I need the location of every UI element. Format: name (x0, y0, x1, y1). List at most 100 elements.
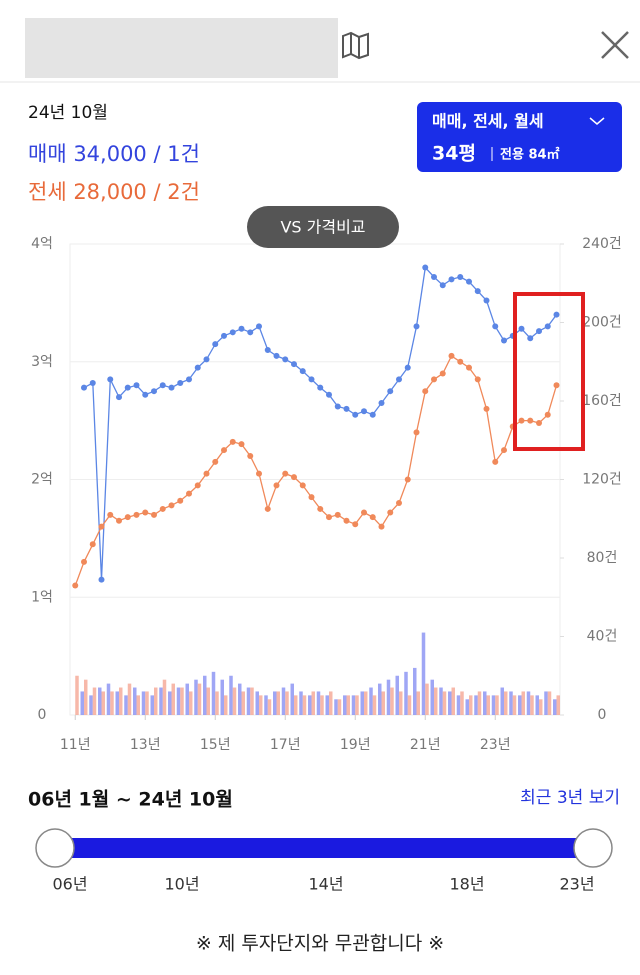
price-dot (81, 384, 87, 391)
price-dot (378, 523, 385, 530)
volume-bar (124, 695, 128, 715)
volume-bar (250, 687, 254, 715)
close-button[interactable] (601, 31, 629, 59)
volume-bar (395, 675, 399, 715)
volume-bar (360, 691, 364, 715)
price-dot (492, 323, 499, 330)
price-dot (89, 541, 96, 548)
price-dot (177, 379, 184, 386)
volume-bar (189, 691, 193, 715)
y2-tick-label: 160건 (582, 393, 622, 409)
volume-bar (337, 699, 342, 715)
slider-handle[interactable] (573, 828, 613, 868)
volume-bar (369, 687, 373, 715)
price-dot (518, 417, 525, 424)
price-dot (317, 505, 324, 512)
price-dot (221, 447, 227, 454)
price-dot (343, 405, 350, 412)
price-dot (186, 376, 192, 383)
volume-bar (285, 691, 289, 715)
x-tick-label: 19년 (340, 737, 371, 753)
volume-bar (154, 687, 158, 715)
volume-bar (133, 687, 137, 715)
volume-bar (518, 695, 522, 715)
price-dot (212, 458, 219, 465)
chevron (589, 117, 605, 125)
price-dot (439, 370, 446, 377)
volume-bar (194, 679, 198, 715)
y2-tick-label: 40건 (587, 629, 618, 645)
price-dot (238, 325, 245, 332)
price-dot (343, 517, 350, 524)
volume-bar (290, 683, 294, 715)
volume-bar (351, 695, 356, 715)
y2-tick-label: 80건 (587, 550, 618, 566)
map-icon[interactable] (342, 31, 369, 60)
price-dot (483, 405, 490, 412)
price-dot (404, 476, 411, 483)
volume-bar (127, 683, 132, 715)
dropdown-bg (417, 102, 622, 172)
volume-bar (206, 687, 210, 715)
price-dot (334, 511, 341, 518)
price-dot (544, 411, 551, 418)
price-dot (326, 514, 332, 521)
price-dot (177, 497, 184, 504)
price-dot (212, 341, 219, 348)
price-dot (361, 509, 367, 516)
volume-bar (434, 687, 438, 715)
price-dot (107, 376, 114, 383)
recent-link[interactable]: 최근 3년 보기 (520, 788, 620, 808)
price-dot (72, 582, 79, 589)
volume-bar (141, 691, 146, 715)
volume-bar (535, 695, 539, 715)
volume-bar (390, 687, 394, 715)
compare-label: VS 가격비교 (280, 218, 365, 237)
volume-bar (308, 695, 312, 715)
price-dot (317, 384, 324, 391)
filter-dropdown[interactable]: 매매, 전세, 월세 34평 전용 84㎡ (417, 102, 622, 172)
volume-bar (381, 691, 385, 715)
volume-bar (530, 695, 534, 715)
price-dot (159, 382, 166, 389)
price-dot (116, 394, 122, 401)
price-dot (151, 511, 157, 518)
price-dot (326, 391, 332, 398)
volume-bar (84, 679, 88, 715)
volume-bar (483, 691, 487, 715)
volume-bar (407, 695, 412, 715)
volume-bar (329, 691, 333, 715)
price-dot (518, 325, 525, 332)
price-dot (422, 388, 429, 395)
volume-bar (115, 691, 119, 715)
volume-bar (491, 695, 496, 715)
volume-bar (302, 695, 307, 715)
compare-button[interactable]: VS 가격비교 (247, 206, 399, 248)
volume-bar (442, 691, 447, 715)
volume-bar (159, 687, 163, 715)
volume-bar (504, 691, 508, 715)
volume-bar (294, 695, 298, 715)
price-dot (116, 517, 122, 524)
volume-bar (509, 691, 513, 715)
y2-tick-label: 120건 (582, 472, 622, 488)
volume-bar (404, 671, 408, 715)
slider-handle[interactable] (35, 828, 75, 868)
dropdown-size: 34평 (432, 143, 476, 165)
price-dot (273, 482, 280, 489)
price-dot (396, 500, 402, 507)
y2-tick-label: 0 (598, 707, 607, 723)
volume-bar (162, 679, 167, 715)
slider-label: 18년 (449, 875, 484, 894)
volume-bar (355, 695, 359, 715)
volume-bar (316, 691, 321, 715)
price-dot (501, 337, 507, 344)
price-dot (264, 505, 271, 512)
y2-tick-label: 200건 (582, 315, 622, 331)
price-dot (448, 352, 455, 359)
price-dot (527, 417, 534, 424)
price-dot (387, 388, 394, 395)
price-line (83, 266, 558, 580)
volume-bar (220, 679, 224, 715)
